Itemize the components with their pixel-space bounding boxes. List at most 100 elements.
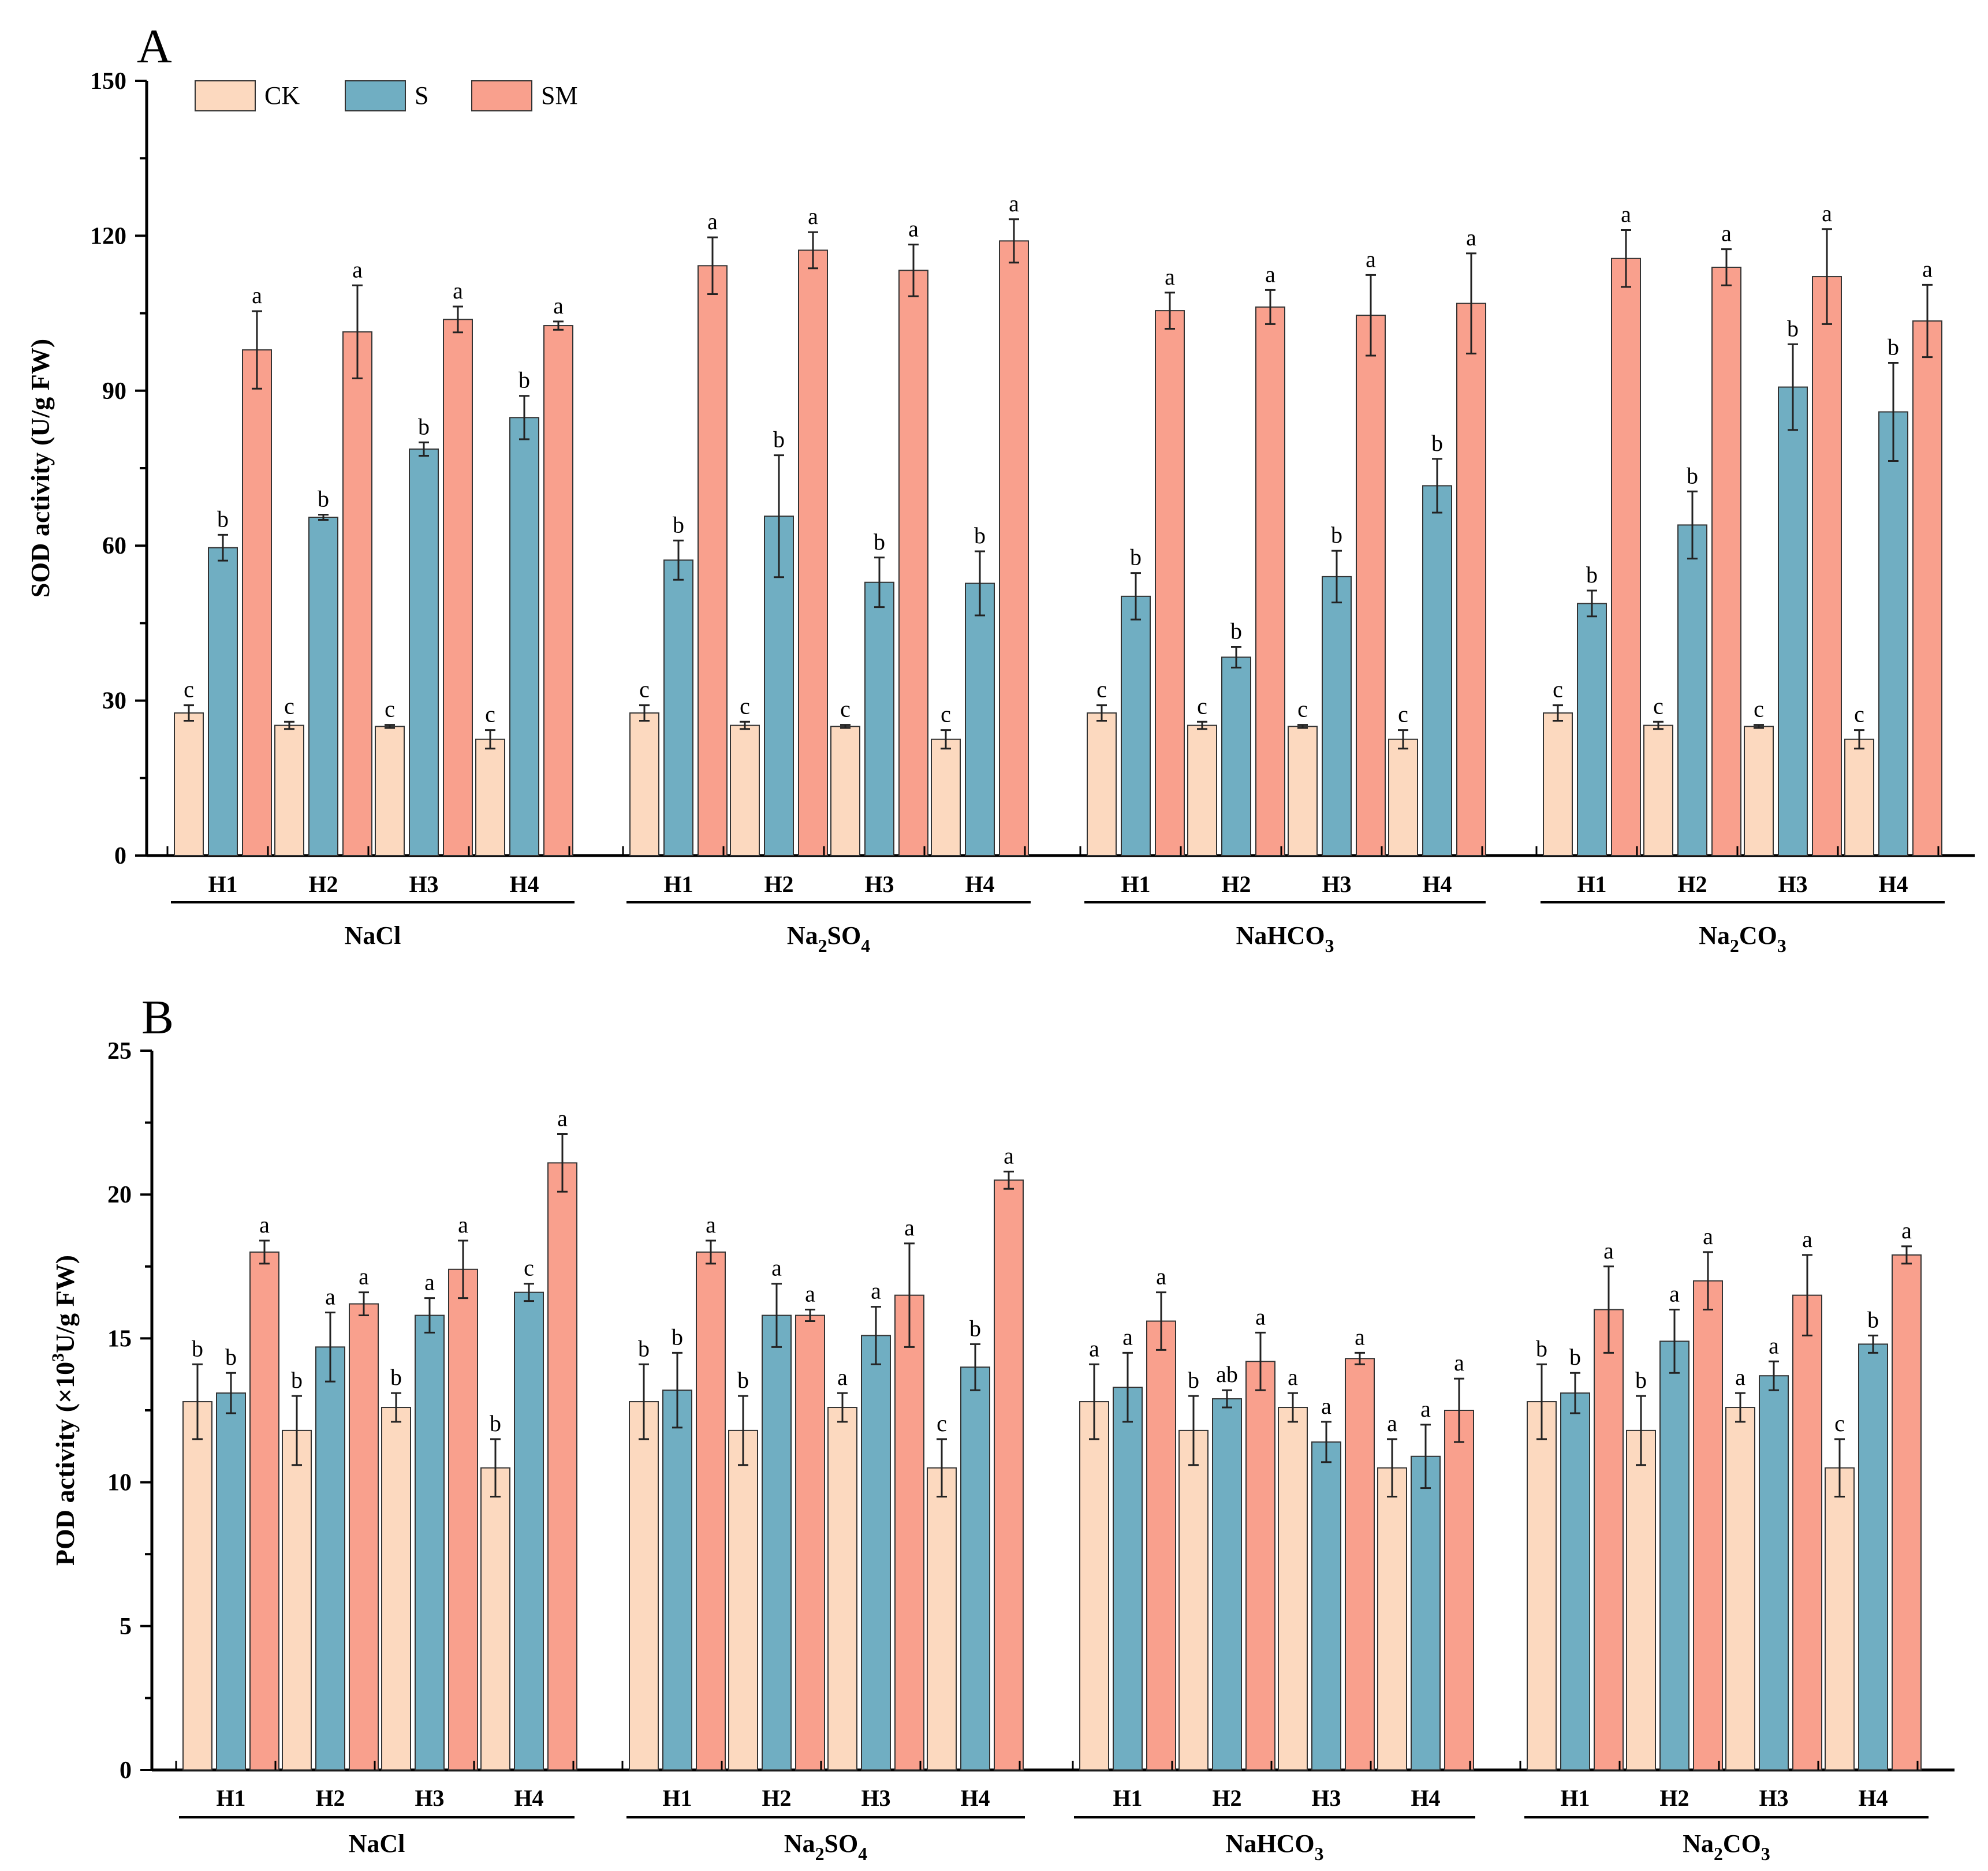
- bar-NaHCO3-H1-SM: [1146, 1320, 1176, 1771]
- bar-Na2CO3-H4-SM: [1912, 320, 1942, 856]
- x-group-label: NaHCO3: [1236, 921, 1334, 956]
- legend-label-CK: CK: [264, 81, 300, 110]
- significance-label: a: [1004, 1142, 1014, 1168]
- significance-label: b: [1230, 618, 1242, 644]
- significance-label: a: [706, 1212, 716, 1238]
- bar-NaCl-H2-CK: [282, 1429, 312, 1771]
- bar-Na2SO4-H4-CK: [927, 1467, 957, 1771]
- bar-NaHCO3-H4-CK: [1388, 738, 1418, 856]
- bar-NaCl-H3-SM: [448, 1268, 478, 1771]
- bar-Na2CO3-H4-SM: [1892, 1254, 1922, 1771]
- significance-label: c: [1653, 693, 1663, 719]
- bar-Na2SO4-H3-CK: [827, 1407, 857, 1771]
- bar-NaHCO3-H2-SM: [1255, 306, 1285, 856]
- significance-label: a: [1769, 1332, 1779, 1358]
- bar-Na2CO3-H3-S: [1778, 386, 1808, 856]
- significance-label: a: [805, 1281, 815, 1307]
- legend-label-SM: SM: [541, 81, 578, 110]
- significance-label: b: [519, 367, 530, 393]
- x-category-label: H3: [1759, 1785, 1788, 1811]
- significance-label: a: [1454, 1350, 1464, 1376]
- significance-label: b: [969, 1315, 981, 1341]
- y-tick-label: 30: [102, 688, 126, 715]
- significance-label: a: [1255, 1304, 1266, 1330]
- significance-label: b: [974, 522, 986, 548]
- significance-label: b: [192, 1335, 203, 1361]
- bar-NaCl-H1-SM: [242, 349, 272, 856]
- bar-Na2SO4-H4-SM: [994, 1179, 1024, 1771]
- significance-label: a: [1901, 1218, 1912, 1243]
- bar-NaCl-H1-S: [216, 1392, 246, 1771]
- bar-NaHCO3-H3-SM: [1356, 315, 1386, 856]
- x-group-label: Na2CO3: [1699, 921, 1786, 956]
- bar-Na2SO4-H1-SM: [698, 265, 728, 857]
- bar-NaCl-H4-S: [509, 417, 539, 856]
- x-group-label: NaCl: [349, 1829, 405, 1858]
- significance-label: b: [490, 1410, 501, 1436]
- bar-NaCl-H3-S: [409, 448, 439, 856]
- significance-label: a: [1321, 1393, 1331, 1419]
- significance-label: a: [1366, 246, 1376, 272]
- x-category-label: H4: [514, 1785, 543, 1811]
- significance-label: a: [1822, 200, 1832, 226]
- bar-NaHCO3-H1-CK: [1087, 712, 1117, 857]
- significance-label: c: [1854, 701, 1864, 727]
- significance-label: a: [1265, 261, 1275, 287]
- x-group-label: NaHCO3: [1226, 1829, 1324, 1864]
- significance-label: a: [557, 1106, 568, 1131]
- significance-label: a: [1721, 221, 1732, 247]
- legend-swatch-CK: [195, 80, 256, 111]
- y-tick-label: 15: [107, 1325, 132, 1352]
- bar-Na2CO3-H1-CK: [1527, 1401, 1557, 1771]
- significance-label: b: [225, 1344, 237, 1370]
- x-category-label: H4: [509, 871, 539, 897]
- bar-Na2CO3-H1-S: [1560, 1392, 1590, 1771]
- significance-label: c: [1096, 677, 1107, 703]
- significance-label: a: [1387, 1410, 1397, 1436]
- bar-NaHCO3-H2-S: [1221, 656, 1251, 856]
- significance-label: a: [1703, 1223, 1713, 1249]
- y-tick-label: 0: [120, 1757, 132, 1784]
- significance-label: a: [1165, 264, 1175, 290]
- significance-label: c: [1197, 693, 1207, 719]
- significance-label: a: [1603, 1238, 1614, 1264]
- significance-label: b: [291, 1367, 303, 1393]
- significance-label: a: [1288, 1364, 1298, 1390]
- significance-label: a: [252, 282, 262, 308]
- bar-NaHCO3-H3-S: [1311, 1441, 1341, 1771]
- bar-Na2SO4-H3-SM: [898, 270, 928, 856]
- bar-Na2CO3-H3-SM: [1792, 1294, 1822, 1771]
- x-category-label: H3: [1778, 871, 1807, 897]
- significance-label: b: [1635, 1367, 1647, 1393]
- bar-NaCl-H4-S: [514, 1291, 544, 1771]
- x-category-label: H1: [663, 871, 693, 897]
- significance-label: a: [1122, 1324, 1133, 1350]
- bar-NaCl-H3-S: [415, 1314, 445, 1771]
- significance-label: a: [359, 1264, 369, 1290]
- bar-NaCl-H4-CK: [475, 738, 505, 856]
- bar-NaCl-H3-CK: [381, 1407, 411, 1771]
- x-group-label: Na2CO3: [1683, 1829, 1770, 1864]
- legend-swatch-S: [345, 80, 406, 111]
- significance-label: c: [184, 677, 194, 703]
- bar-Na2CO3-H1-SM: [1594, 1309, 1624, 1771]
- bar-NaHCO3-H3-S: [1322, 576, 1352, 856]
- y-tick-label: 20: [107, 1182, 132, 1208]
- x-category-label: H4: [1411, 1785, 1440, 1811]
- bar-Na2SO4-H4-CK: [931, 738, 961, 856]
- significance-label: b: [638, 1335, 650, 1361]
- x-category-label: H4: [1422, 871, 1452, 897]
- significance-label: c: [284, 693, 294, 719]
- significance-label: a: [458, 1212, 468, 1238]
- panel-letter: A: [137, 20, 172, 73]
- x-category-label: H2: [1221, 871, 1251, 897]
- bar-Na2SO4-H4-S: [960, 1366, 990, 1771]
- y-axis-title: POD activity (×103U/g FW): [49, 1255, 80, 1566]
- x-category-label: H2: [1659, 1785, 1689, 1811]
- significance-label: a: [1621, 201, 1631, 227]
- bar-NaCl-H3-CK: [375, 726, 405, 857]
- y-tick-label: 150: [90, 68, 126, 95]
- bar-NaHCO3-H2-S: [1212, 1398, 1242, 1771]
- significance-label: a: [325, 1284, 335, 1310]
